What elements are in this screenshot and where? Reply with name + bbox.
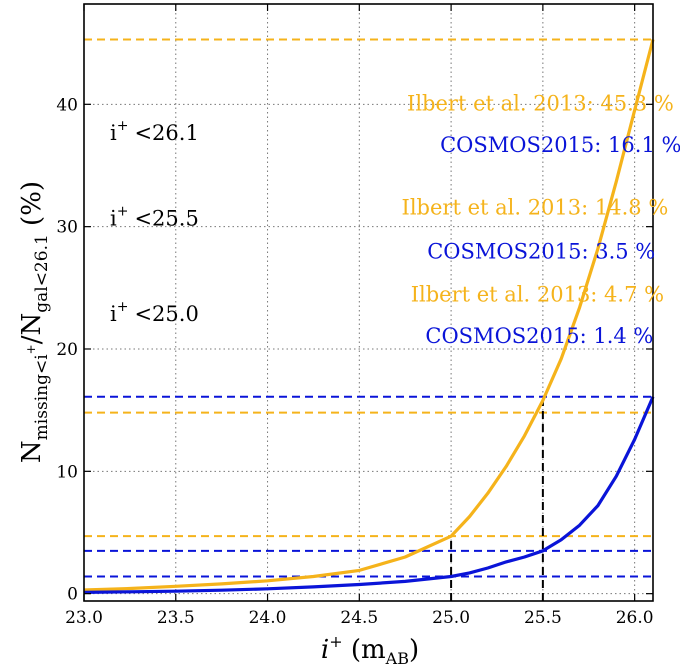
y-axis-label: Nmissing<i+/Ngal<26.1 (%) xyxy=(17,181,52,463)
annotation-label: Ilbert et al. 2013: 4.7 % xyxy=(411,282,664,306)
plot-frame xyxy=(83,3,654,602)
series-line xyxy=(83,39,655,592)
x-tick-label: 26.0 xyxy=(616,608,654,628)
cut-label-value: <25.5 xyxy=(134,206,198,230)
cut-label-value: <26.1 xyxy=(134,121,198,145)
cut-label-prefix: i xyxy=(110,206,117,230)
x-tick-label: 25.5 xyxy=(524,608,562,628)
annotation-label: COSMOS2015: 1.4 % xyxy=(425,324,653,348)
y-tick-label: 40 xyxy=(56,95,78,115)
grid-lines xyxy=(83,4,653,601)
annotation-label: Ilbert et al. 2013: 45.3 % missing xyxy=(407,91,680,115)
y-tick-label: 0 xyxy=(67,585,78,605)
cut-label-prefix: i xyxy=(110,302,117,326)
axis-ticks: 23.0 23.5 24.0 24.5 25.0 25.5 26.0 0 10 20 30 40 xyxy=(56,4,654,628)
cut-label-sup: + xyxy=(117,203,129,219)
annotations: Ilbert et al. 2013: 45.3 % missing COSMOS… xyxy=(402,91,680,347)
cut-label-sup: + xyxy=(117,299,129,315)
x-tick-label: 24.5 xyxy=(340,608,378,628)
x-tick-label: 25.0 xyxy=(432,608,470,628)
x-tick-label: 24.0 xyxy=(249,608,287,628)
cut-label-prefix: i xyxy=(110,121,117,145)
cut-label: i+ <25.5 xyxy=(110,203,199,230)
cut-label-value: <25.0 xyxy=(134,302,198,326)
cut-label: i+ <26.1 xyxy=(110,118,199,145)
cut-label: i+ <25.0 xyxy=(110,299,199,326)
y-tick-label: 20 xyxy=(56,340,78,360)
annotation-label: COSMOS2015: 3.5 % xyxy=(427,239,655,263)
annotation-label: Ilbert et al. 2013: 14.8 % xyxy=(402,195,669,219)
x-tick-label: 23.5 xyxy=(157,608,195,628)
y-tick-label: 30 xyxy=(56,218,78,238)
cut-labels: i+ <26.1i+ <25.5i+ <25.0 xyxy=(110,118,199,326)
y-tick-label: 10 xyxy=(56,462,78,482)
cut-label-sup: + xyxy=(117,118,129,134)
series-lines xyxy=(83,39,655,594)
annotation-label: COSMOS2015: 16.1 % xyxy=(440,133,680,157)
x-tick-label: 23.0 xyxy=(65,608,103,628)
series-line xyxy=(83,396,655,594)
reference-lines xyxy=(84,38,653,601)
x-axis-label: i+ (mAB) xyxy=(321,632,419,667)
